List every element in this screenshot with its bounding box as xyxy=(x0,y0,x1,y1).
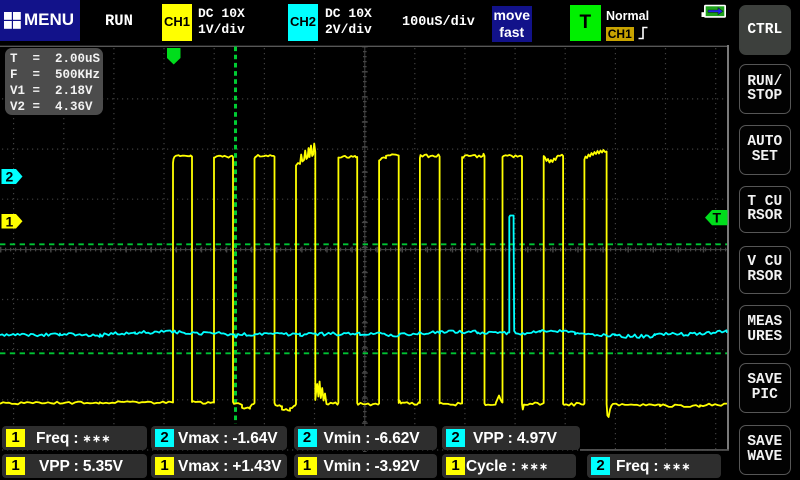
svg-text:T: T xyxy=(713,210,722,226)
svg-text:1: 1 xyxy=(6,214,14,230)
svg-text:2: 2 xyxy=(6,169,14,185)
